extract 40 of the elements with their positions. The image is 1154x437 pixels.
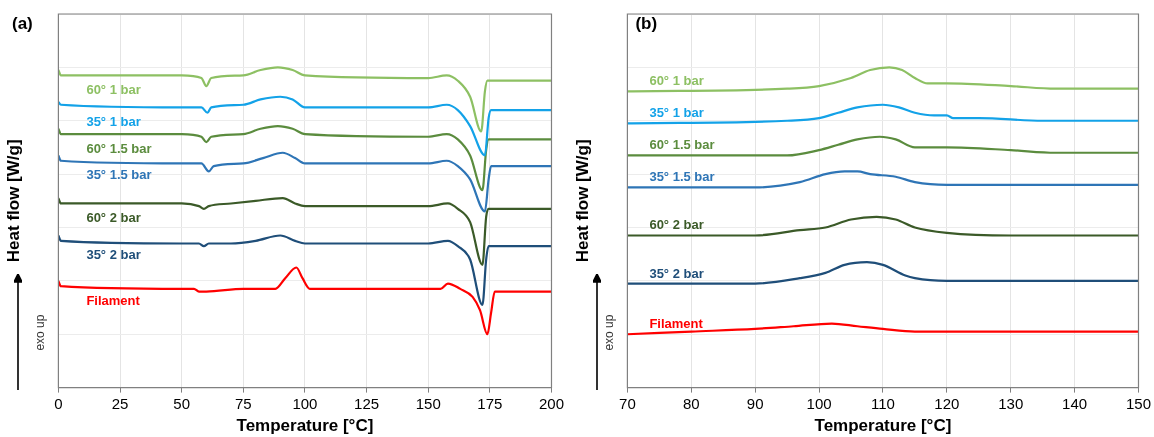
series-label: 35° 1.5 bar <box>86 167 152 183</box>
text: exo up <box>32 314 47 351</box>
series-label: 35° 2 bar <box>649 265 704 281</box>
x-axis-title: Temperature [°C] <box>236 416 374 436</box>
x-tick-label: 100 <box>292 394 318 412</box>
series-label: 60° 1 bar <box>649 73 704 89</box>
series-label: 60° 2 bar <box>649 217 704 233</box>
x-tick-label: 75 <box>234 394 252 412</box>
x-tick-label: 125 <box>354 394 380 412</box>
x-tick-label: 140 <box>1062 394 1088 412</box>
x-tick-label: 150 <box>1125 394 1151 412</box>
x-tick-label: 130 <box>998 394 1024 412</box>
x-tick-label: 80 <box>682 394 700 412</box>
x-tick-label: 90 <box>746 394 764 412</box>
series-label: Filament <box>649 316 704 332</box>
series-label: 60° 1.5 bar <box>649 137 715 153</box>
series-label: 35° 2 bar <box>86 247 141 263</box>
x-tick-label: 200 <box>538 394 564 412</box>
x-tick-label: 70 <box>619 394 636 412</box>
x-tick-label: 100 <box>806 394 832 412</box>
y-axis-title: Heat flow [W/g] <box>3 139 23 263</box>
x-tick-label: 25 <box>111 394 129 412</box>
series-label: 35° 1.5 bar <box>649 169 715 185</box>
y-axis-title: Heat flow [W/g] <box>572 139 592 263</box>
chart-title: (a) <box>12 14 33 34</box>
x-tick-label: 0 <box>54 394 63 412</box>
series-label: Filament <box>86 292 141 308</box>
chart-title: (b) <box>635 14 658 34</box>
series-label: 60° 1 bar <box>86 82 141 98</box>
x-tick-label: 120 <box>934 394 960 412</box>
x-tick-label: 110 <box>870 394 895 412</box>
series-label: 60° 2 bar <box>86 210 141 226</box>
series-label: 60° 1.5 bar <box>86 140 152 156</box>
series-label: 35° 1 bar <box>86 114 141 130</box>
x-axis-title: Temperature [°C] <box>814 416 952 436</box>
x-tick-label: 150 <box>415 394 441 412</box>
x-tick-label: 50 <box>173 394 191 412</box>
series-label: 35° 1 bar <box>649 105 704 121</box>
x-tick-label: 175 <box>477 394 503 412</box>
text: exo up <box>601 314 616 351</box>
